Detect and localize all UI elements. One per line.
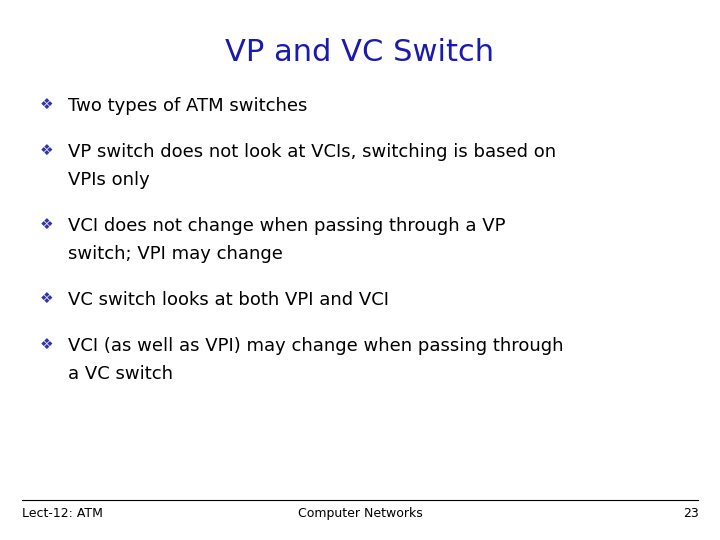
Text: 23: 23 (683, 507, 698, 519)
Text: Lect-12: ATM: Lect-12: ATM (22, 507, 102, 519)
Text: a VC switch: a VC switch (68, 365, 174, 383)
Text: ❖: ❖ (40, 97, 53, 112)
Text: VPIs only: VPIs only (68, 171, 150, 189)
Text: Computer Networks: Computer Networks (297, 507, 423, 519)
Text: switch; VPI may change: switch; VPI may change (68, 245, 283, 263)
Text: VC switch looks at both VPI and VCI: VC switch looks at both VPI and VCI (68, 291, 390, 309)
Text: VP switch does not look at VCIs, switching is based on: VP switch does not look at VCIs, switchi… (68, 143, 557, 161)
Text: ❖: ❖ (40, 217, 53, 232)
Text: VCI (as well as VPI) may change when passing through: VCI (as well as VPI) may change when pas… (68, 337, 564, 355)
Text: VCI does not change when passing through a VP: VCI does not change when passing through… (68, 217, 506, 235)
Text: ❖: ❖ (40, 291, 53, 306)
Text: VP and VC Switch: VP and VC Switch (225, 38, 495, 67)
Text: Two types of ATM switches: Two types of ATM switches (68, 97, 307, 115)
Text: ❖: ❖ (40, 337, 53, 352)
Text: ❖: ❖ (40, 143, 53, 158)
